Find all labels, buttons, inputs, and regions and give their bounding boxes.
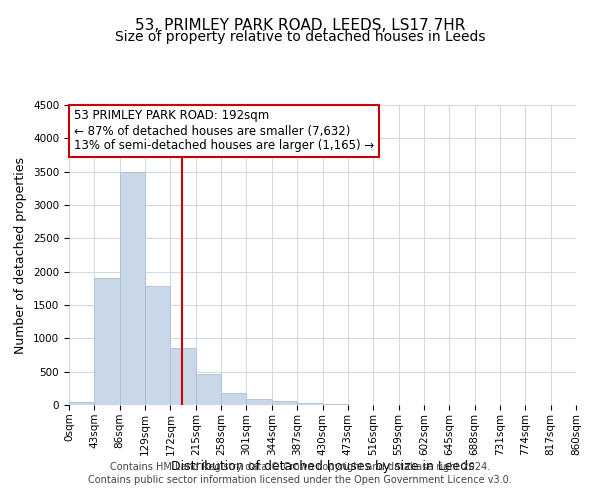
Y-axis label: Number of detached properties: Number of detached properties (14, 156, 28, 354)
Bar (196, 374, 221, 405)
Text: Size of property relative to detached houses in Leeds: Size of property relative to detached ho… (115, 30, 485, 44)
Text: Contains HM Land Registry data © Crown copyright and database right 2024.: Contains HM Land Registry data © Crown c… (110, 462, 490, 472)
Bar (247, 398, 272, 405)
X-axis label: Distribution of detached houses by size in Leeds: Distribution of detached houses by size … (170, 460, 475, 473)
Bar (69, 402, 94, 405)
Bar (170, 348, 196, 405)
Bar (145, 286, 170, 405)
Bar (297, 403, 323, 405)
Bar (119, 172, 145, 405)
Text: 53, PRIMLEY PARK ROAD, LEEDS, LS17 7HR: 53, PRIMLEY PARK ROAD, LEEDS, LS17 7HR (135, 18, 465, 32)
Bar (323, 404, 348, 405)
Text: 53 PRIMLEY PARK ROAD: 192sqm
← 87% of detached houses are smaller (7,632)
13% of: 53 PRIMLEY PARK ROAD: 192sqm ← 87% of de… (74, 110, 374, 152)
Bar (272, 402, 297, 405)
Text: Contains public sector information licensed under the Open Government Licence v3: Contains public sector information licen… (88, 475, 512, 485)
Bar (94, 278, 119, 405)
Bar (221, 394, 247, 405)
